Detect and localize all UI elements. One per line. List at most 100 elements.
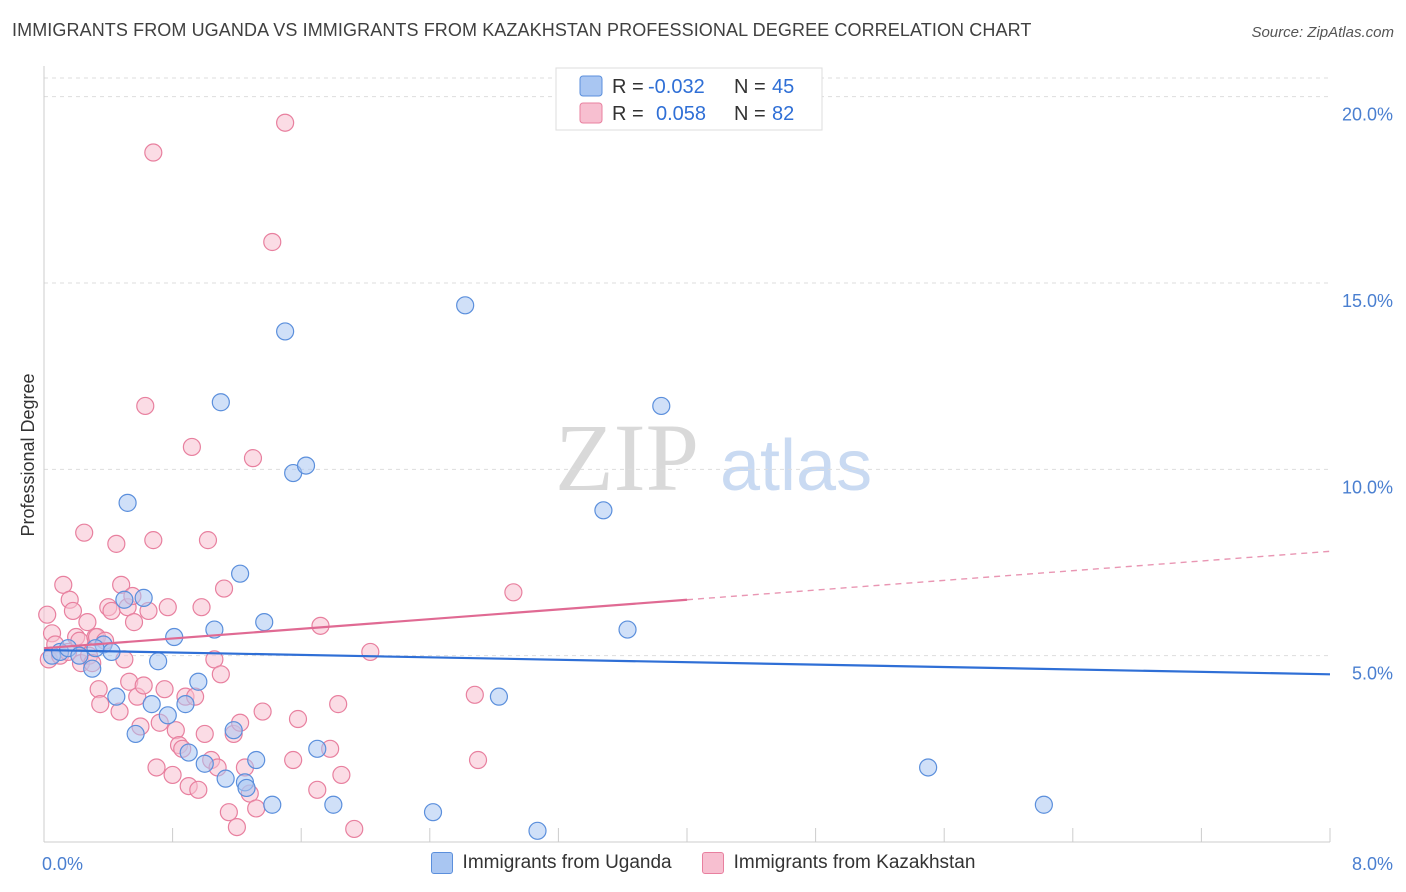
legend-swatch-uganda-bottom	[430, 852, 453, 874]
kazakhstan-point	[211, 665, 230, 684]
uganda-point	[126, 724, 145, 744]
kazakhstan-point	[288, 709, 308, 729]
kazakhstan-point	[147, 758, 166, 777]
kazakhstan-point	[63, 601, 83, 621]
legend-swatch-kazakhstan	[579, 102, 603, 124]
uganda-point	[276, 322, 295, 341]
kazakhstan-point	[345, 819, 364, 839]
kazakhstan-point	[308, 780, 327, 799]
y-tick-label: 10.0%	[1342, 477, 1393, 497]
kazakhstan-point	[134, 676, 153, 695]
kazakhstan-point	[468, 750, 488, 770]
legend-swatch-kazakhstan-bottom	[701, 852, 724, 874]
chart-title: IMMIGRANTS FROM UGANDA VS IMMIGRANTS FRO…	[12, 20, 1032, 40]
uganda-points	[42, 296, 1053, 840]
kazakhstan-point	[107, 534, 126, 553]
kazakhstan-point	[214, 579, 234, 598]
uganda-point	[195, 754, 214, 773]
kazakhstan-point	[227, 817, 246, 837]
x-tick-label-max: 8.0%	[1352, 854, 1393, 874]
legend-r-label-uganda: R =	[612, 76, 644, 98]
uganda-point	[158, 706, 177, 725]
uganda-point	[211, 393, 230, 412]
kazakhstan-point	[136, 396, 155, 416]
uganda-point	[618, 620, 637, 639]
watermark-zip: ZIP	[555, 404, 699, 511]
legend-n-value-kazakhstan: 82	[772, 103, 794, 125]
kazakhstan-points	[38, 113, 523, 839]
uganda-point	[489, 687, 509, 706]
uganda-point	[324, 795, 343, 814]
uganda-point	[423, 803, 443, 822]
uganda-point	[86, 639, 105, 658]
kazakhstan-point	[219, 803, 238, 822]
y-tick-label: 15.0%	[1342, 291, 1393, 311]
kazakhstan-point	[144, 531, 163, 550]
uganda-point	[134, 588, 153, 607]
uganda-point	[205, 620, 224, 639]
uganda-point	[231, 564, 250, 583]
uganda-point	[179, 743, 198, 762]
kazakhstan-point	[166, 721, 185, 740]
kazakhstan-trend-line	[43, 598, 688, 650]
uganda-point	[189, 672, 208, 691]
uganda-point	[308, 739, 327, 758]
kazakhstan-point	[329, 695, 348, 714]
legend-n-value-uganda: 45	[772, 76, 794, 98]
kazakhstan-point	[465, 685, 484, 704]
uganda-point	[149, 652, 168, 671]
kazakhstan-point	[89, 680, 108, 699]
uganda-point	[115, 590, 134, 609]
kazakhstan-point	[243, 449, 263, 468]
legend-r-value-kazakhstan: 0.058	[656, 103, 706, 125]
uganda-point	[528, 821, 547, 840]
legend-r-label-kazakhstan: R =	[612, 103, 644, 125]
legend-item-uganda: Immigrants from Uganda	[430, 852, 672, 874]
uganda-trend-line	[43, 648, 1331, 676]
kazakhstan-point	[144, 143, 163, 162]
kazakhstan-point	[91, 695, 110, 714]
x-ticks	[43, 828, 1331, 842]
kazakhstan-point	[192, 598, 211, 617]
y-tick-labels: 5.0% 10.0% 15.0% 20.0%	[1342, 105, 1393, 684]
uganda-point	[142, 695, 161, 714]
legend-item-kazakhstan: Immigrants from Kazakhstan	[701, 852, 975, 874]
kazakhstan-point	[263, 232, 282, 252]
uganda-point	[216, 769, 235, 788]
kazakhstan-point	[361, 642, 380, 662]
uganda-point	[263, 795, 282, 814]
uganda-point	[919, 758, 938, 777]
kazakhstan-point	[504, 583, 523, 602]
correlation-legend: R = -0.032 N = 45 R = 0.058 N = 82	[555, 67, 823, 131]
y-tick-label: 20.0%	[1342, 105, 1393, 125]
kazakhstan-point	[78, 613, 97, 632]
uganda-point	[224, 721, 243, 740]
kazakhstan-point	[276, 113, 295, 132]
kazakhstan-point	[155, 680, 174, 699]
kazakhstan-point	[332, 765, 351, 785]
y-axis-title: Professional Degree	[18, 373, 38, 536]
uganda-point	[255, 613, 274, 632]
legend-swatch-uganda	[579, 75, 603, 97]
kazakhstan-point	[75, 523, 94, 542]
uganda-point	[652, 396, 671, 416]
kazakhstan-point	[38, 605, 57, 624]
kazakhstan-point	[163, 765, 182, 785]
legend-n-label-kazakhstan: N =	[734, 103, 766, 125]
kazakhstan-trend-line-dashed	[686, 550, 1331, 601]
kazakhstan-point	[110, 702, 129, 721]
uganda-point	[118, 493, 137, 512]
kazakhstan-point	[158, 598, 177, 617]
kazakhstan-point	[253, 702, 272, 721]
kazakhstan-point	[195, 724, 214, 744]
uganda-point	[456, 296, 475, 315]
x-tick-label-min: 0.0%	[42, 854, 83, 874]
kazakhstan-point	[247, 799, 266, 818]
kazakhstan-point	[284, 750, 303, 770]
kazakhstan-point	[182, 437, 201, 457]
watermark-atlas: atlas	[720, 426, 872, 506]
uganda-point	[107, 687, 126, 706]
uganda-point	[237, 778, 256, 798]
trend-lines	[43, 550, 1331, 676]
